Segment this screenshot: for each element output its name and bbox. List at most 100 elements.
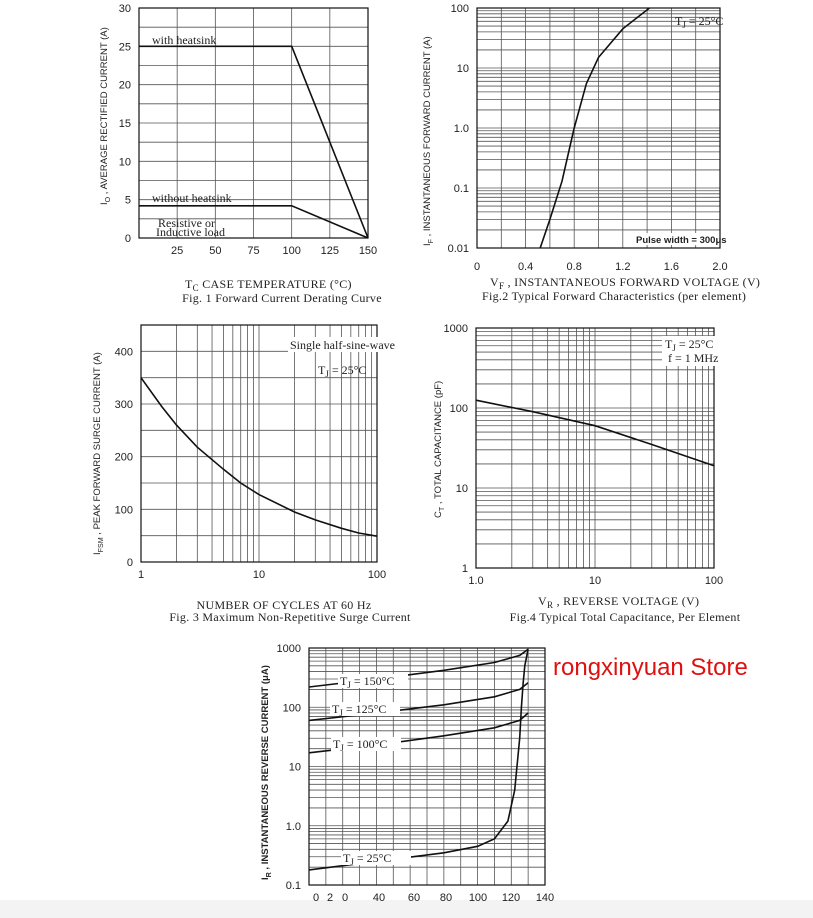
y-tick-label: 10 (119, 156, 131, 168)
x-tick-label: 60 (408, 892, 420, 904)
annotation-wave: Single half-sine-wave (290, 338, 395, 352)
plot-frame (138, 7, 369, 239)
chart-fig2: 0.01 0.1 1.0 10 100 0 0.4 0.8 1.2 1.6 2.0 IF , INST… (422, 3, 760, 303)
y-axis-label: IFSM , PEAK FORWARD SURGE CURRENT (A) (92, 352, 105, 555)
y-tick-labels: 1 10 100 1000 (444, 323, 468, 575)
x-tick-label: 125 (321, 245, 339, 257)
figure-caption: Fig.2 Typical Forward Characteristics (p… (482, 289, 746, 303)
y-tick-label: 10 (457, 63, 469, 75)
series-label-bg (330, 702, 400, 716)
page-footer-strip (0, 900, 813, 918)
store-label: rongxinyuan Store (553, 654, 748, 681)
series-line-4 (308, 649, 529, 871)
y-tick-label: 0.01 (448, 243, 469, 255)
x-tick-label: 140 (536, 892, 554, 904)
x-tick-label: 50 (209, 245, 221, 257)
y-axis-label: CT , TOTAL CAPACITANCE (pF) (433, 381, 446, 518)
series-line-1 (539, 7, 650, 249)
series-label-2: TJ = 125°C (332, 702, 386, 718)
x-tick-labels: 1 10 100 (138, 569, 386, 581)
chart-fig3: 0 100 200 300 400 1 10 100 IFSM , PEAK FORWARD S… (92, 324, 422, 624)
y-tick-label: 200 (115, 452, 133, 464)
series-line-2 (139, 205, 369, 239)
x-axis-label: VF , INSTANTANEOUS FORWARD VOLTAGE (V) (490, 275, 760, 291)
y-tick-label: 0.1 (286, 880, 301, 892)
series-line-1 (139, 45, 369, 239)
x-tick-label: 75 (247, 245, 259, 257)
series-label-bg (338, 674, 408, 688)
y-tick-label: 25 (119, 41, 131, 53)
x-tick-labels: 0 2 0 40 60 80 100 120 140 (313, 892, 554, 904)
legend-label-with-heatsink: with heatsink (152, 33, 216, 47)
series-label-bg (341, 851, 411, 865)
annotation-load-1: Resistive or (158, 216, 215, 230)
y-tick-label: 100 (115, 504, 133, 516)
chart-fig5: 0.1 1.0 10 100 1000 0 2 0 40 60 80 100 120 140 IR , IN… (260, 643, 554, 904)
y-tick-label: 100 (451, 3, 469, 15)
y-tick-label: 5 (125, 195, 131, 207)
y-tick-label: 0 (127, 557, 133, 569)
annotation-frequency: f = 1 MHz (668, 351, 718, 365)
x-tick-label: 100 (368, 569, 386, 581)
series-line-1 (140, 377, 378, 537)
x-tick-label: 1.2 (615, 261, 630, 273)
y-tick-label: 10 (289, 762, 301, 774)
x-tick-label: 1 (138, 569, 144, 581)
series-label-4: TJ = 25°C (343, 851, 391, 867)
x-tick-label: 0.8 (567, 261, 582, 273)
y-tick-label: 1000 (444, 323, 468, 335)
plot-frame (308, 647, 546, 886)
grid-lines (477, 7, 721, 249)
y-tick-labels: 0.1 1.0 10 100 1000 (277, 643, 301, 892)
x-tick-label: 120 (502, 892, 520, 904)
y-tick-label: 300 (115, 399, 133, 411)
y-tick-label: 100 (283, 702, 301, 714)
x-tick-labels: 25 50 75 100 125 150 (171, 245, 377, 257)
x-tick-label: 10 (253, 569, 265, 581)
figure-caption: Fig. 3 Maximum Non-Repetitive Surge Curr… (169, 610, 411, 624)
annotation-tj: TJ = 25°C (665, 337, 713, 353)
y-tick-labels: 0 5 10 15 20 25 30 (119, 3, 131, 245)
x-tick-label: 40 (373, 892, 385, 904)
y-tick-label: 1 (462, 563, 468, 575)
series-label-bg (331, 737, 401, 751)
plot-frame (475, 327, 715, 569)
annotation-pulse-width: Pulse width = 300μs (636, 235, 727, 246)
x-tick-label: 0 (313, 892, 319, 904)
x-tick-label: 10 (589, 575, 601, 587)
x-tick-label: 0 (342, 892, 348, 904)
x-tick-label: 100 (469, 892, 487, 904)
y-tick-label: 10 (456, 483, 468, 495)
x-axis-label: VR , REVERSE VOLTAGE (V) (538, 594, 699, 610)
series-line-1 (475, 399, 715, 467)
chart-fig1: 0 5 10 15 20 25 30 25 50 75 100 125 150 IO , AVERAGE … (99, 3, 382, 305)
y-tick-label: 0 (125, 233, 131, 245)
x-tick-label: 150 (359, 245, 377, 257)
x-tick-labels: 0 0.4 0.8 1.2 1.6 2.0 (474, 261, 728, 273)
y-tick-label: 15 (119, 118, 131, 130)
y-tick-label: 1.0 (454, 123, 469, 135)
y-tick-labels: 0.01 0.1 1.0 10 100 (448, 3, 469, 255)
x-tick-label: 80 (440, 892, 452, 904)
x-tick-label: 25 (171, 245, 183, 257)
x-tick-label: 0.4 (518, 261, 533, 273)
grid-lines (475, 327, 715, 569)
y-tick-label: 1000 (277, 643, 301, 655)
annotation-load-2: Inductive load (156, 225, 225, 239)
x-tick-labels: 1.0 10 100 (468, 575, 723, 587)
x-tick-label: 100 (282, 245, 300, 257)
figure-caption: Fig.4 Typical Total Capacitance, Per Ele… (510, 610, 741, 624)
series-label-3: TJ = 100°C (333, 737, 387, 753)
annotation-bg (288, 337, 422, 352)
x-axis-label: TC CASE TEMPERATURE (°C) (185, 277, 352, 293)
annotation-tj: TJ = 25°C (675, 14, 723, 30)
y-axis-label: IO , AVERAGE RECTIFIED CURRENT (A) (99, 27, 112, 205)
x-tick-label: 2 (327, 892, 333, 904)
grid-lines (140, 325, 378, 562)
x-tick-label: 1.0 (468, 575, 483, 587)
y-tick-label: 20 (119, 80, 131, 92)
figure-caption: Fig. 1 Forward Current Derating Curve (182, 291, 382, 305)
annotation-tj: TJ = 25°C (318, 363, 366, 379)
y-axis-label: IF , INSTANTANEOUS FORWARD CURRENT (A) (422, 36, 435, 246)
annotation-bg (662, 336, 722, 366)
